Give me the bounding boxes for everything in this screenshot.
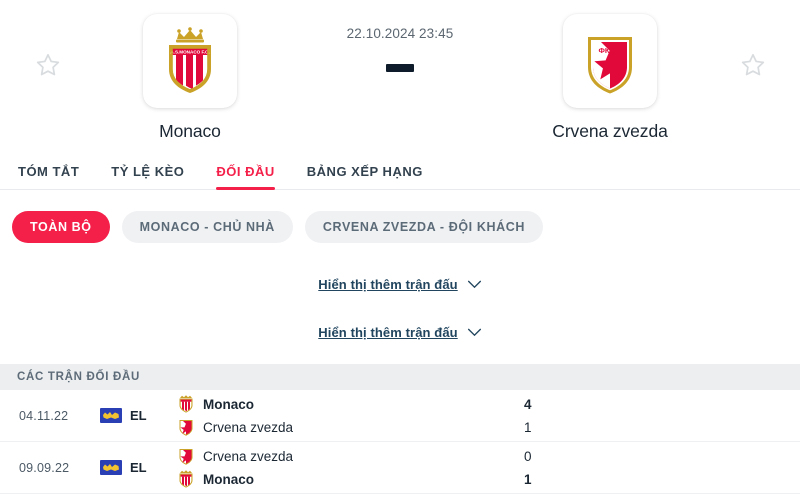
show-more-row-2[interactable]: Hiển thị thêm trận đấu (0, 308, 800, 356)
score-placeholder-dash (386, 64, 414, 72)
match-date: 04.11.22 (19, 408, 69, 423)
show-more-section: Hiển thị thêm trận đấu Hiển thị thêm trậ… (0, 248, 800, 356)
away-team-name: Monaco (203, 471, 255, 487)
match-center-block: 22.10.2024 23:45 (285, 14, 515, 72)
star-outline-icon[interactable] (740, 52, 766, 78)
match-competition: EL (100, 460, 178, 475)
match-teams: Monaco Crvena zvezda (178, 393, 520, 439)
away-team-name: Crvena zvezda (552, 121, 668, 141)
chevron-down-icon[interactable] (467, 328, 482, 337)
filter-chip-group: TOÀN BỘ MONACO - CHỦ NHÀ CRVENA ZVEZDA -… (0, 190, 800, 248)
away-team-name: Crvena zvezda (203, 419, 294, 435)
away-team-block[interactable]: ФК Crvena zvezda (515, 14, 705, 142)
home-team-block[interactable]: A.S.MONACO F.C. Monaco (95, 14, 285, 142)
match-scores: 4 1 (520, 393, 800, 439)
filter-chip-all[interactable]: TOÀN BỘ (12, 210, 110, 243)
home-score-line: 4 (520, 393, 800, 416)
away-score: 1 (524, 419, 532, 435)
home-favorite-star-wrap[interactable] (0, 14, 95, 78)
chevron-down-icon[interactable] (467, 280, 482, 289)
filter-chip-monaco-home[interactable]: MONACO - CHỦ NHÀ (121, 210, 293, 243)
match-scores: 0 1 (520, 445, 800, 491)
match-header: A.S.MONACO F.C. Monaco 22.10.2024 23:45 (0, 0, 800, 152)
home-team-name: Crvena zvezda (203, 448, 294, 464)
home-score-line: 0 (520, 445, 800, 468)
show-more-matches-link[interactable]: Hiển thị thêm trận đấu (318, 324, 458, 340)
match-competition: EL (100, 408, 178, 423)
crvena-zvezda-crest-icon: ФК (588, 37, 632, 94)
away-score: 1 (524, 471, 532, 487)
filter-chip-crvena-zvezda-away[interactable]: CRVENA ZVEZDA - ĐỘI KHÁCH (304, 210, 543, 243)
away-score-line: 1 (520, 416, 800, 439)
home-team-line: Monaco (178, 393, 520, 416)
svg-text:A.S.MONACO F.C.: A.S.MONACO F.C. (170, 50, 209, 55)
away-team-line: Crvena zvezda (178, 416, 520, 439)
tab-standings[interactable]: BẢNG XẾP HẠNG (306, 163, 423, 179)
europa-league-flag-icon (100, 460, 122, 475)
show-more-row-1[interactable]: Hiển thị thêm trận đấu (0, 260, 800, 308)
home-team-name: Monaco (159, 121, 221, 141)
crvena-zvezda-crest-icon (179, 420, 193, 436)
match-date: 09.09.22 (19, 460, 70, 475)
match-teams: Crvena zvezda Monaco (178, 445, 520, 491)
home-crest-box: A.S.MONACO F.C. (143, 14, 237, 108)
star-outline-icon[interactable] (35, 52, 61, 78)
tab-bar: TÓM TẮT TỶ LỆ KÈO ĐỐI ĐẦU BẢNG XẾP HẠNG (0, 152, 800, 190)
competition-name: EL (130, 460, 147, 475)
competition-name: EL (130, 408, 147, 423)
table-row[interactable]: 09.09.22 EL Crvena zvezda (0, 442, 800, 494)
tab-head-to-head[interactable]: ĐỐI ĐẦU (216, 152, 276, 190)
away-favorite-star-wrap[interactable] (705, 14, 800, 78)
crvena-zvezda-crest-icon (179, 449, 193, 465)
europa-league-flag-icon (100, 408, 122, 423)
list-bottom-divider (0, 494, 800, 500)
home-score: 4 (524, 396, 532, 412)
away-crest-box: ФК (563, 14, 657, 108)
monaco-crest-icon (179, 470, 193, 488)
monaco-crest-icon: A.S.MONACO F.C. (169, 27, 211, 93)
tab-odds[interactable]: TỶ LỆ KÈO (111, 163, 185, 179)
home-score: 0 (524, 448, 532, 464)
table-row[interactable]: 04.11.22 EL Monaco (0, 390, 800, 442)
match-datetime: 22.10.2024 23:45 (346, 26, 454, 41)
away-team-line: Monaco (178, 468, 520, 491)
home-team-line: Crvena zvezda (178, 445, 520, 468)
away-score-line: 1 (520, 468, 800, 491)
tab-summary[interactable]: TÓM TẮT (18, 163, 80, 179)
h2h-section-title: CÁC TRẬN ĐỐI ĐẦU (0, 364, 800, 390)
monaco-crest-icon (179, 395, 193, 413)
home-team-name: Monaco (203, 396, 255, 412)
svg-text:ФК: ФК (599, 46, 610, 55)
show-more-matches-link[interactable]: Hiển thị thêm trận đấu (318, 276, 458, 292)
